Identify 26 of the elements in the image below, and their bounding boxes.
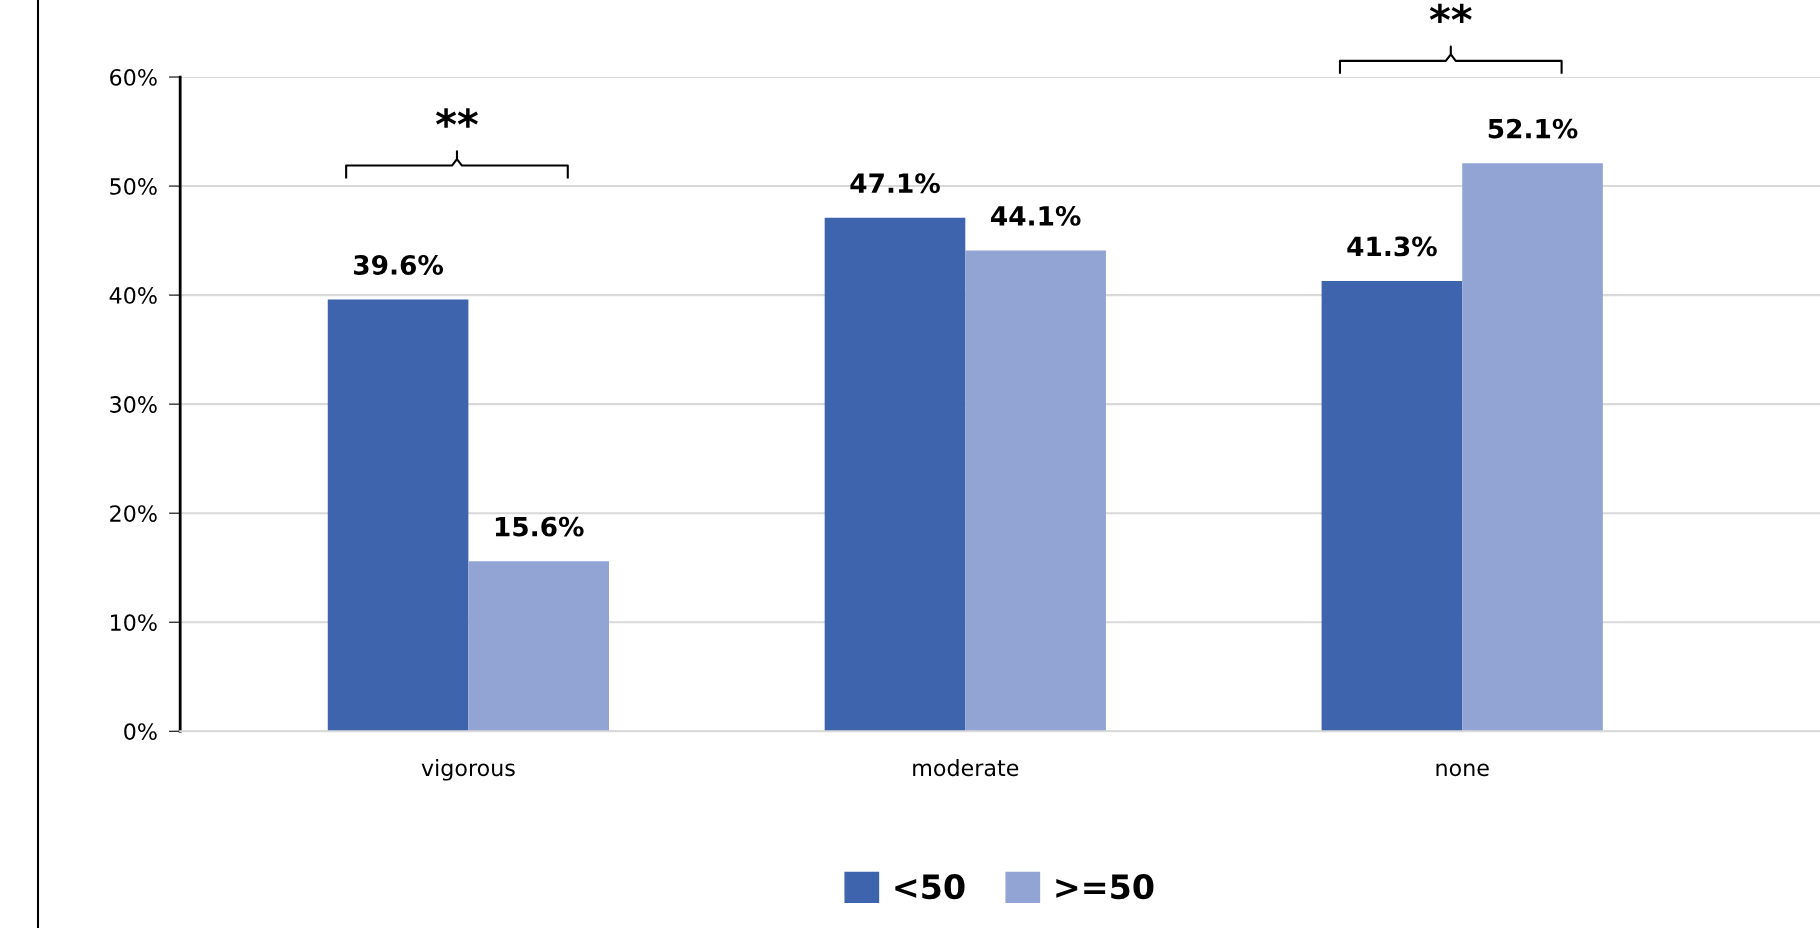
bar [965,250,1106,732]
text: ** [1429,3,1472,23]
x-tick-label: vigorous [421,759,515,781]
y-tick-label: 50% [110,178,157,195]
legend-label: <50 [895,874,965,900]
data-label: 52.1% [1488,118,1578,139]
y-tick-label: 60% [110,68,157,86]
annotation: ** [436,108,478,128]
bar [327,299,469,732]
bar [468,561,610,732]
bar [824,217,966,732]
data-label: 39.6% [354,254,444,275]
y-tick-label: 40% [109,287,157,304]
y-tick-label: 10% [111,614,157,631]
legend-label: >=50 [1056,874,1154,900]
y-tick-label: 0% [124,723,157,741]
data-label: 41.3% [1347,236,1437,257]
data-label: 47.1% [850,173,940,194]
bar [1321,280,1463,732]
data-label: 15.6% [495,516,584,537]
x-tick-label: moderate [913,759,1019,777]
y-tick-label: 20% [110,505,157,522]
y-tick-label: 30% [110,396,157,413]
bar [1462,163,1603,732]
x-tick-label: none [1436,763,1489,777]
data-label: 44.1% [991,205,1081,226]
